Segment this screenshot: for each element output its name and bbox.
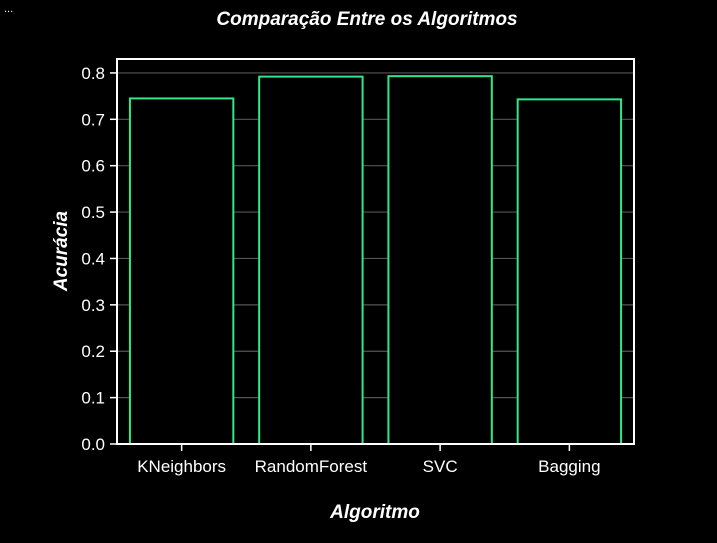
plot-frame (116, 58, 635, 445)
x-axis-label: Algoritmo (329, 502, 420, 523)
x-tick-label: RandomForest (255, 457, 368, 476)
bar-randomforest (258, 75, 364, 446)
x-tick-label: KNeighbors (137, 457, 226, 476)
y-tick-label: 0.0 (81, 435, 105, 454)
bars (128, 75, 623, 446)
x-tick-label: Bagging (538, 457, 600, 476)
y-tick-label: 0.3 (81, 296, 105, 315)
bar-bagging (516, 98, 623, 446)
y-tick-label: 0.4 (81, 249, 105, 268)
y-tick-label: 0.5 (81, 203, 105, 222)
y-axis-label: Acurácia (51, 210, 72, 292)
y-tick-label: 0.8 (81, 64, 105, 83)
chart-title: Comparação Entre os Algoritmos (216, 9, 517, 30)
y-tick-label: 0.1 (81, 389, 105, 408)
y-tick-label: 0.7 (81, 110, 105, 129)
corner-text: ... (4, 3, 13, 15)
y-tick-label: 0.6 (81, 157, 105, 176)
bar-svc (387, 75, 493, 445)
y-tick-label: 0.2 (81, 342, 105, 361)
axis-ticks: 0.0 0.1 0.2 0.3 0.4 0.5 0.6 0.7 0.8 KNeighbors Ran… (81, 64, 600, 476)
bar-kneighbors (128, 97, 235, 446)
x-tick-label: SVC (423, 457, 458, 476)
